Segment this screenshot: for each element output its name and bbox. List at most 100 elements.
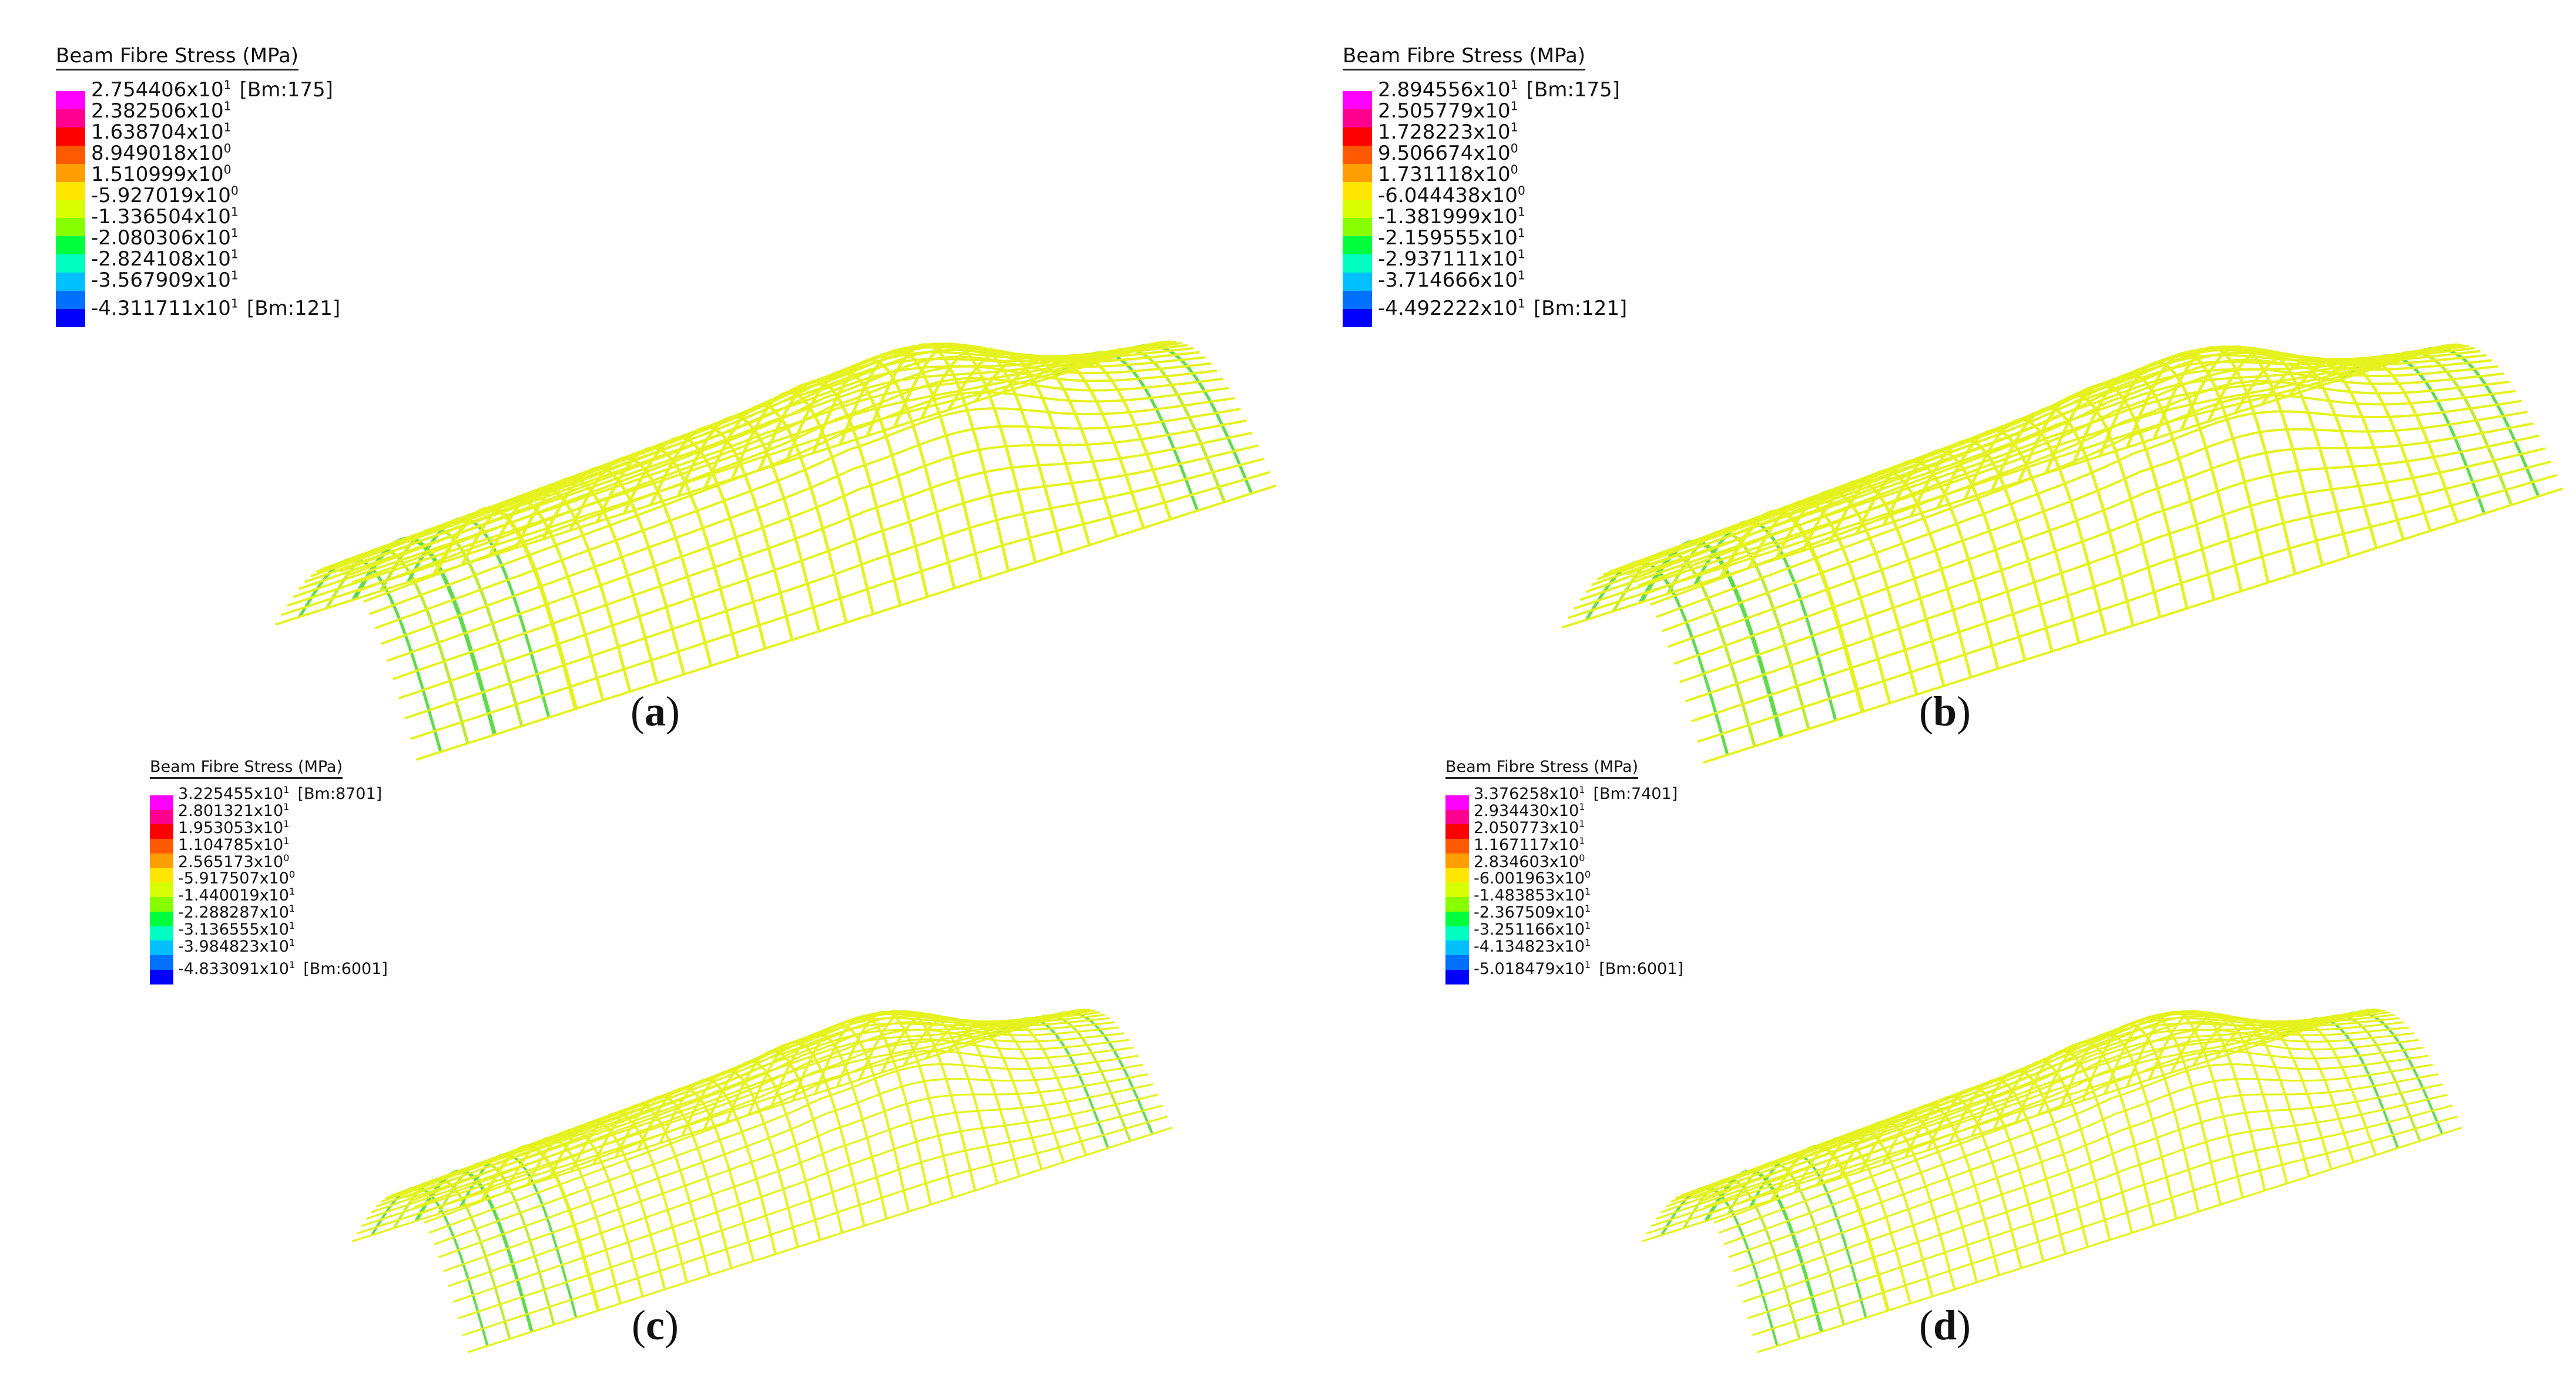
colorbar-segment bbox=[150, 955, 173, 970]
colorbar bbox=[1445, 795, 1469, 984]
legend-max-exponent: 1 bbox=[223, 78, 232, 92]
longitudinal-beam bbox=[1694, 1012, 2400, 1199]
longitudinal-beam bbox=[1679, 434, 2540, 683]
longitudinal-beam bbox=[404, 457, 1264, 720]
longitudinal-beam bbox=[1723, 1054, 2429, 1246]
longitudinal-beam bbox=[1733, 1073, 2439, 1272]
colorbar-segment bbox=[1445, 911, 1469, 926]
colorbar-segment bbox=[150, 882, 173, 898]
legend-tick-mantissa: 2.505779x10 bbox=[1378, 99, 1511, 123]
legend-tick-mantissa: -2.159555x10 bbox=[1378, 226, 1518, 250]
legend-tick-exponent: 1 bbox=[223, 99, 232, 113]
longitudinal-beam bbox=[1757, 1127, 2463, 1353]
legend-tick-mantissa: 1.953053x10 bbox=[178, 819, 284, 837]
legend-min-exponent: 1 bbox=[1584, 959, 1591, 970]
colorbar-segment bbox=[56, 91, 85, 109]
longitudinal-beam bbox=[280, 347, 1141, 616]
colorbar-segment bbox=[150, 853, 173, 868]
legend-tick: -1.381999x101 bbox=[1378, 205, 1525, 229]
longitudinal-beam bbox=[1649, 379, 2510, 606]
legend-tick-mantissa: 9.506674x10 bbox=[1378, 142, 1511, 165]
legend-tick-exponent: 1 bbox=[283, 818, 290, 829]
legend-tick-exponent: 1 bbox=[1579, 801, 1585, 813]
colorbar-segment bbox=[56, 236, 85, 255]
colorbar-segment bbox=[150, 940, 173, 956]
legend-tick-mantissa: 1.510999x10 bbox=[91, 163, 224, 186]
longitudinal-beam bbox=[386, 419, 1247, 662]
longitudinal-beam bbox=[392, 431, 1253, 680]
longitudinal-beam bbox=[1651, 1012, 2357, 1227]
longitudinal-beam bbox=[374, 397, 1235, 630]
legend-tick: 2.382506x101 bbox=[91, 99, 232, 123]
longitudinal-beam bbox=[380, 408, 1241, 645]
legend-min: -5.018479x101 [Bm:6001] bbox=[1474, 960, 1683, 978]
legend-tick-exponent: 0 bbox=[230, 183, 239, 198]
legend-tick: 9.506674x100 bbox=[1378, 142, 1518, 165]
longitudinal-beam bbox=[345, 348, 1206, 577]
longitudinal-beam bbox=[1626, 347, 2487, 576]
colorbar-segment bbox=[1343, 200, 1372, 219]
legend-tick-exponent: 1 bbox=[283, 835, 290, 846]
longitudinal-beam bbox=[1646, 1014, 2352, 1235]
legend-tick-exponent: 1 bbox=[1517, 226, 1525, 240]
legend-tick: -1.440019x101 bbox=[178, 886, 295, 905]
legend-tick-exponent: 0 bbox=[283, 852, 290, 863]
legend-tick-mantissa: -3.251166x10 bbox=[1474, 920, 1585, 939]
longitudinal-beam bbox=[365, 1010, 1072, 1220]
legend-tick-mantissa: -2.824108x10 bbox=[91, 247, 231, 271]
colorbar-segment bbox=[1343, 309, 1372, 327]
colorbar-segment bbox=[1445, 897, 1469, 912]
longitudinal-beam bbox=[443, 1073, 1149, 1272]
legend-tick-exponent: 1 bbox=[1584, 919, 1591, 931]
legend-tick-exponent: 1 bbox=[230, 226, 239, 240]
legend-tick: 2.565173x100 bbox=[178, 853, 289, 871]
colorbar-segment bbox=[1445, 969, 1469, 984]
legend-min-beam-id: [Bm:6001] bbox=[1599, 960, 1683, 978]
colorbar-segment bbox=[150, 897, 173, 912]
colorbar-segment bbox=[150, 795, 173, 810]
panel-caption-letter: c bbox=[646, 1302, 665, 1349]
longitudinal-beam bbox=[415, 484, 1277, 761]
longitudinal-beam bbox=[409, 1015, 1115, 1203]
longitudinal-beam bbox=[292, 342, 1153, 599]
legend-tick: 2.834603x100 bbox=[1474, 853, 1585, 871]
legend-min-mantissa: -4.492222x10 bbox=[1378, 297, 1518, 320]
legend-tick-mantissa: 2.801321x10 bbox=[178, 802, 284, 821]
legend-max-beam-id: [Bm:8701] bbox=[297, 785, 383, 804]
longitudinal-beam bbox=[1738, 1083, 2443, 1288]
legend-tick: -2.937111x101 bbox=[1378, 247, 1525, 271]
legend-tick-exponent: 1 bbox=[289, 886, 296, 898]
legend-max: 3.376258x101 [Bm:7401] bbox=[1474, 785, 1678, 803]
shell-wireframe bbox=[1561, 343, 2564, 764]
longitudinal-beam bbox=[1685, 447, 2545, 703]
legend-tick-exponent: 1 bbox=[223, 120, 232, 135]
legend-tick-mantissa: -6.001963x10 bbox=[1474, 869, 1585, 888]
legend-max: 2.894556x101 [Bm:175] bbox=[1378, 78, 1620, 102]
legend-tick-mantissa: -1.483853x10 bbox=[1474, 886, 1585, 905]
legend-tick: 1.731118x100 bbox=[1378, 163, 1518, 186]
legend-tick: -4.134823x101 bbox=[1474, 938, 1591, 956]
panel-caption: (a) bbox=[630, 688, 680, 735]
legend-tick: 1.728223x101 bbox=[1378, 120, 1518, 144]
legend-tick-mantissa: -1.336504x10 bbox=[91, 205, 231, 229]
arch-beam bbox=[1055, 351, 1199, 512]
colorbar-segment bbox=[1445, 839, 1469, 854]
colorbar-segment bbox=[1445, 955, 1469, 970]
legend-tick-exponent: 0 bbox=[1579, 852, 1585, 863]
colorbar-segment bbox=[1343, 163, 1372, 182]
longitudinal-beam bbox=[1702, 487, 2564, 764]
legend-tick-mantissa: 2.382506x10 bbox=[91, 99, 224, 123]
colorbar-segment bbox=[1445, 809, 1469, 825]
legend-tick: -6.001963x100 bbox=[1474, 869, 1591, 888]
legend-title: Beam Fibre Stress (MPa) bbox=[150, 758, 343, 779]
legend-max-exponent: 1 bbox=[1579, 784, 1585, 796]
legend-max-mantissa: 2.894556x10 bbox=[1378, 78, 1511, 102]
legend-min: -4.492222x101 [Bm:121] bbox=[1378, 297, 1627, 320]
legend-tick: 1.953053x101 bbox=[178, 819, 289, 837]
panel-caption-letter: b bbox=[1933, 688, 1957, 735]
legend-tick-exponent: 1 bbox=[1579, 818, 1585, 829]
legend-tick-exponent: 1 bbox=[1584, 903, 1591, 914]
legend-tick-exponent: 1 bbox=[1517, 204, 1525, 219]
colorbar-segment bbox=[150, 824, 173, 839]
legend-max-beam-id: [Bm:175] bbox=[239, 78, 333, 102]
